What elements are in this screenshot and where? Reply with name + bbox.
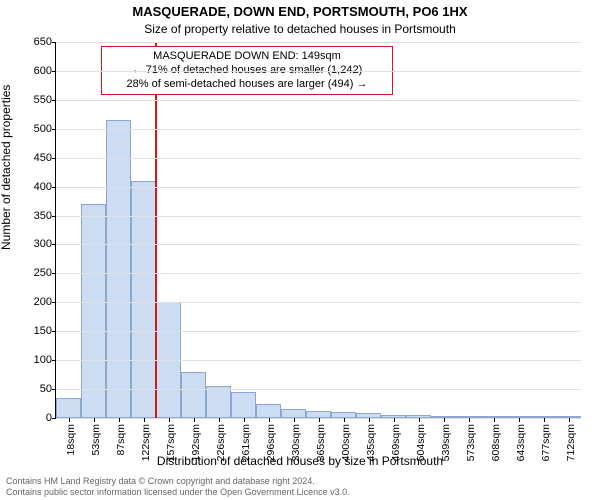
xtick-mark xyxy=(544,418,545,422)
ytick-label: 500 xyxy=(22,123,52,135)
ytick-label: 400 xyxy=(22,181,52,193)
gridline xyxy=(56,331,581,332)
xtick-mark xyxy=(344,418,345,422)
xtick-mark xyxy=(444,418,445,422)
xtick-mark xyxy=(394,418,395,422)
ytick-label: 600 xyxy=(22,65,52,77)
gridline xyxy=(56,71,581,72)
ytick-mark xyxy=(52,42,56,43)
ytick-mark xyxy=(52,71,56,72)
annotation-line3: 28% of semi-detached houses are larger (… xyxy=(108,78,386,92)
ytick-mark xyxy=(52,129,56,130)
ytick-mark xyxy=(52,100,56,101)
bars-group xyxy=(56,42,581,418)
ytick-mark xyxy=(52,273,56,274)
ytick-mark xyxy=(52,418,56,419)
xtick-mark xyxy=(269,418,270,422)
bar xyxy=(81,204,106,418)
page-title: MASQUERADE, DOWN END, PORTSMOUTH, PO6 1H… xyxy=(0,4,600,19)
ytick-label: 300 xyxy=(22,238,52,250)
ytick-label: 550 xyxy=(22,94,52,106)
gridline xyxy=(56,302,581,303)
gridline xyxy=(56,273,581,274)
gridline xyxy=(56,100,581,101)
xtick-mark xyxy=(319,418,320,422)
ytick-mark xyxy=(52,302,56,303)
xtick-label: 53sqm xyxy=(90,424,102,456)
ytick-mark xyxy=(52,244,56,245)
ytick-label: 100 xyxy=(22,354,52,366)
gridline xyxy=(56,187,581,188)
xtick-mark xyxy=(469,418,470,422)
y-axis-label: Number of detached properties xyxy=(0,85,13,250)
xtick-mark xyxy=(519,418,520,422)
ytick-label: 50 xyxy=(22,383,52,395)
ytick-mark xyxy=(52,216,56,217)
plot-area: MASQUERADE DOWN END: 149sqm ← 71% of det… xyxy=(55,42,581,419)
ytick-label: 650 xyxy=(22,36,52,48)
ytick-label: 350 xyxy=(22,210,52,222)
xtick-mark xyxy=(69,418,70,422)
xtick-label: 87sqm xyxy=(115,424,127,456)
ytick-mark xyxy=(52,158,56,159)
ytick-label: 150 xyxy=(22,325,52,337)
xtick-mark xyxy=(94,418,95,422)
ytick-mark xyxy=(52,389,56,390)
page-subtitle: Size of property relative to detached ho… xyxy=(0,22,600,36)
chart-container: MASQUERADE, DOWN END, PORTSMOUTH, PO6 1H… xyxy=(0,0,600,500)
gridline xyxy=(56,389,581,390)
xtick-mark xyxy=(494,418,495,422)
xtick-mark xyxy=(144,418,145,422)
x-axis-label: Distribution of detached houses by size … xyxy=(0,454,600,468)
xtick-mark xyxy=(194,418,195,422)
bar xyxy=(106,120,131,418)
footer-line2: Contains public sector information licen… xyxy=(6,487,594,498)
gridline xyxy=(56,42,581,43)
ytick-label: 250 xyxy=(22,267,52,279)
xtick-mark xyxy=(294,418,295,422)
gridline xyxy=(56,360,581,361)
xtick-mark xyxy=(244,418,245,422)
ytick-label: 0 xyxy=(22,412,52,424)
gridline xyxy=(56,158,581,159)
bar xyxy=(306,411,331,418)
footer-attribution: Contains HM Land Registry data © Crown c… xyxy=(6,476,594,498)
bar xyxy=(181,372,206,418)
xtick-mark xyxy=(419,418,420,422)
ytick-label: 450 xyxy=(22,152,52,164)
xtick-mark xyxy=(569,418,570,422)
ytick-mark xyxy=(52,331,56,332)
bar xyxy=(206,386,231,418)
gridline xyxy=(56,216,581,217)
xtick-label: 18sqm xyxy=(65,424,77,456)
bar xyxy=(256,404,281,418)
footer-line1: Contains HM Land Registry data © Crown c… xyxy=(6,476,594,487)
xtick-mark xyxy=(169,418,170,422)
xtick-mark xyxy=(369,418,370,422)
ytick-mark xyxy=(52,360,56,361)
xtick-mark xyxy=(219,418,220,422)
bar xyxy=(231,392,256,418)
xtick-mark xyxy=(119,418,120,422)
ytick-mark xyxy=(52,187,56,188)
bar xyxy=(281,409,306,418)
ytick-label: 200 xyxy=(22,296,52,308)
annotation-line1: MASQUERADE DOWN END: 149sqm xyxy=(108,50,386,64)
gridline xyxy=(56,244,581,245)
gridline xyxy=(56,129,581,130)
bar xyxy=(56,398,81,418)
reference-line xyxy=(155,42,157,418)
